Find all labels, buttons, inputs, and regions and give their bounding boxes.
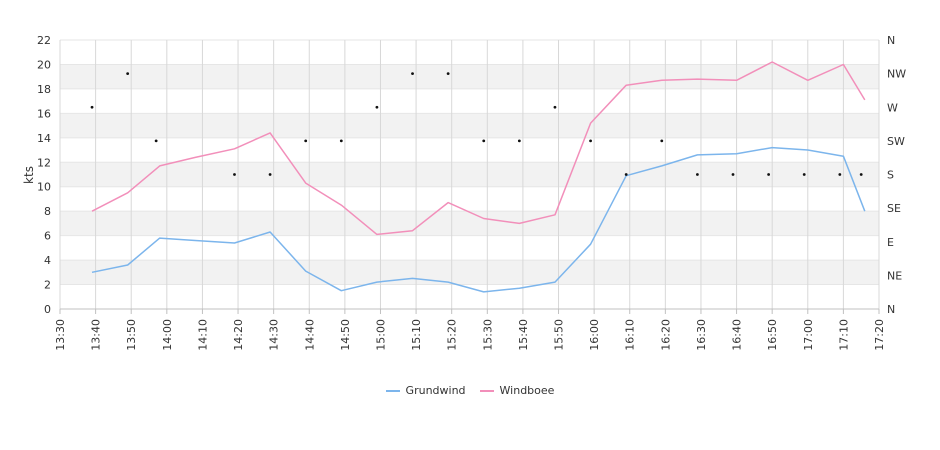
y-tick-label: 10 <box>37 181 51 194</box>
y-tick-label: 2 <box>44 279 51 292</box>
y2-tick-label: NW <box>887 68 906 81</box>
legend-label: Windboee <box>499 384 555 397</box>
y2-tick-label: E <box>887 236 894 249</box>
y2-tick-label: W <box>887 101 898 114</box>
direction-point[interactable] <box>268 173 272 176</box>
direction-point[interactable] <box>517 139 521 143</box>
direction-point[interactable] <box>233 173 236 176</box>
x-tick-label: 14:30 <box>268 319 281 351</box>
series-line-grundwind[interactable] <box>91 146 866 293</box>
legend-swatch <box>479 389 494 392</box>
x-tick-label: 16:30 <box>695 319 708 351</box>
x-tick-label: 15:40 <box>517 319 530 351</box>
legend-swatch <box>385 389 400 392</box>
x-tick-label: 15:50 <box>553 319 566 351</box>
direction-point[interactable] <box>553 105 557 109</box>
direction-point[interactable] <box>304 139 308 143</box>
direction-point[interactable] <box>482 139 486 143</box>
direction-point[interactable] <box>446 72 450 76</box>
x-tick-label: 15:20 <box>446 319 459 351</box>
direction-point[interactable] <box>339 139 343 143</box>
x-tick-label: 13:30 <box>54 319 67 351</box>
legend-label: Grundwind <box>405 384 466 397</box>
direction-point[interactable] <box>695 173 699 176</box>
y-tick-label: 20 <box>37 58 51 71</box>
y2-tick-label: NE <box>887 269 902 282</box>
y2-tick-label: N <box>887 34 895 47</box>
x-tick-label: 16:40 <box>731 319 744 351</box>
x-tick-label: 13:40 <box>90 319 103 351</box>
direction-point[interactable] <box>375 105 379 109</box>
x-tick-label: 15:00 <box>374 319 387 351</box>
x-tick-label: 17:20 <box>873 319 886 351</box>
x-tick-label: 16:00 <box>588 319 601 351</box>
x-tick-label: 14:20 <box>232 319 245 351</box>
line-chart: 0 2 4 6 8 10 12 14 16 18 20 22 N NE E SE S SW W NW N 13:30 1… <box>22 34 906 351</box>
y-tick-label: 16 <box>37 107 51 120</box>
y-tick-label: 22 <box>37 34 51 47</box>
direction-point[interactable] <box>660 139 664 143</box>
x-tick-label: 17:10 <box>837 319 850 351</box>
x-tick-label: 14:50 <box>339 319 352 351</box>
series-line-windboee[interactable] <box>91 61 866 236</box>
direction-point[interactable] <box>126 72 130 76</box>
x-tick-label: 16:50 <box>766 319 779 351</box>
direction-point[interactable] <box>859 173 863 176</box>
y-axis-title: kts <box>22 166 36 184</box>
y2-tick-label: SW <box>887 135 905 148</box>
direction-point[interactable] <box>411 72 414 76</box>
plot-band <box>60 260 879 285</box>
legend: Grundwind Windboee <box>0 384 940 397</box>
x-tick-label: 14:40 <box>303 319 316 351</box>
x-tick-label: 17:00 <box>802 319 815 351</box>
direction-point[interactable] <box>154 139 158 143</box>
direction-point[interactable] <box>731 173 735 176</box>
plot-band <box>60 211 879 236</box>
direction-point[interactable] <box>90 105 94 109</box>
x-tick-label: 13:50 <box>125 319 138 351</box>
y-tick-label: 14 <box>37 132 51 145</box>
y-tick-label: 12 <box>37 156 51 169</box>
y-tick-label: 0 <box>44 303 51 316</box>
plot-band <box>60 113 879 138</box>
legend-item-windboee[interactable]: Windboee <box>479 384 555 397</box>
plot-band <box>60 162 879 187</box>
direction-point[interactable] <box>838 173 842 176</box>
direction-point[interactable] <box>624 173 628 176</box>
direction-point[interactable] <box>802 173 806 176</box>
x-tick-label: 15:10 <box>410 319 423 351</box>
y-tick-label: 8 <box>44 205 51 218</box>
y2-tick-label: N <box>887 303 895 316</box>
x-tick-label: 14:00 <box>161 319 174 351</box>
x-tick-label: 16:10 <box>624 319 637 351</box>
plot-band <box>60 64 879 89</box>
legend-item-grundwind[interactable]: Grundwind <box>385 384 466 397</box>
direction-point[interactable] <box>767 173 771 176</box>
y-tick-label: 4 <box>44 254 51 267</box>
y-tick-label: 18 <box>37 83 51 96</box>
x-tick-label: 14:10 <box>196 319 209 351</box>
y-tick-label: 6 <box>44 230 51 243</box>
y2-tick-label: SE <box>887 202 901 215</box>
y2-tick-label: S <box>887 169 894 182</box>
x-tick-label: 15:30 <box>481 319 494 351</box>
direction-point[interactable] <box>589 139 592 143</box>
x-tick-label: 16:20 <box>659 319 672 351</box>
